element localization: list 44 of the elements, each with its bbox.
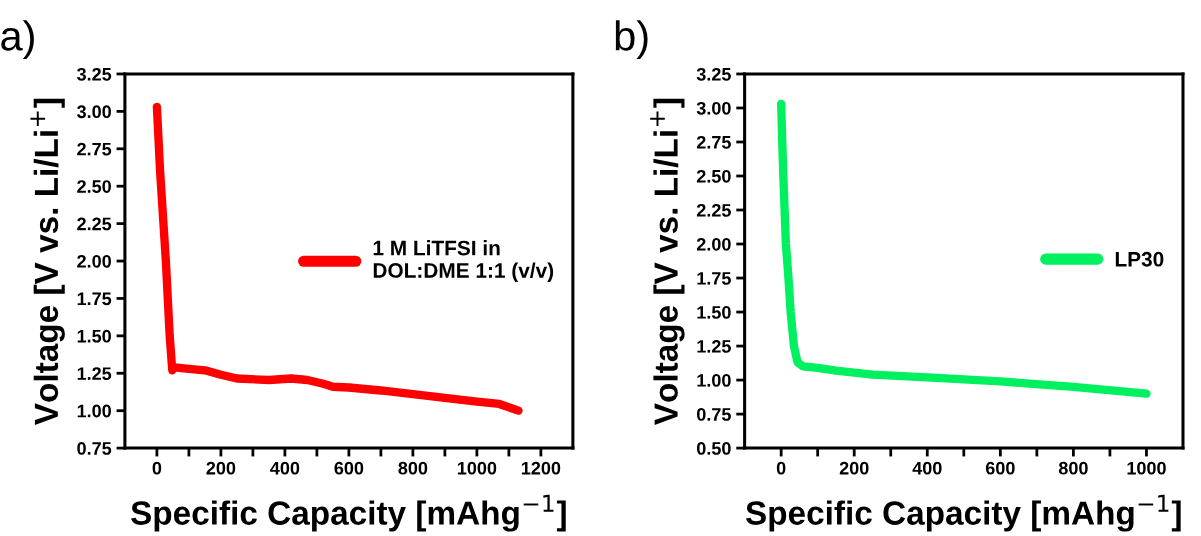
x-tick-label: 200 [839,461,869,475]
x-tick-label: 200 [206,461,236,475]
legend-label: 1 M LiTFSI in DOL:DME 1:1 (v/v) [373,240,554,282]
y-tick-label: 0.75 [697,408,731,421]
y-tick-label: 2.75 [696,135,731,149]
y-tick-label: 1.75 [77,292,112,306]
chart-title: b) [615,20,648,59]
x-tick-label: 800 [398,461,428,475]
y-tick-label: 3.25 [76,67,112,81]
y-tick-label: 2.25 [696,203,731,217]
y-axis-title: Voltage [V vs. Li/Li$^{+}$] [30,98,65,425]
y-tick-label: 2.75 [77,142,112,156]
x-tick-label: 1000 [457,461,497,475]
y-tick-label: 0.50 [697,442,731,455]
x-tick-label: 600 [334,461,364,475]
x-tick-label: 1200 [521,461,561,475]
x-tick-label: 1000 [1127,461,1166,475]
y-tick-label: 2.50 [696,169,731,183]
y-tick-label: 1.50 [77,329,111,343]
x-tick-label: 0 [776,461,786,475]
x-tick-label: 800 [1058,461,1088,475]
y-tick-label: 3.00 [696,101,731,115]
y-tick-label: 0.75 [77,442,112,455]
y-tick-label: 3.25 [696,67,731,81]
x-tick-label: 400 [270,461,300,475]
y-tick-label: 1.25 [697,340,731,353]
y-tick-label: 2.25 [77,217,112,231]
y-tick-label: 3.00 [76,105,111,119]
x-tick-label: 600 [985,461,1015,475]
x-tick-label: 400 [912,461,942,475]
y-tick-label: 2.00 [696,237,731,251]
y-tick-label: 1.25 [77,367,112,380]
y-tick-label: 2.00 [77,254,111,268]
y-axis-title: Voltage [V vs. Li/Li$^{+}$] [650,98,685,425]
x-axis-title: Specific Capacity [mAhg$^{−1}$] [131,494,566,532]
y-tick-label: 1.00 [697,374,731,387]
y-tick-label: 1.00 [77,404,111,418]
x-axis-title: Specific Capacity [mAhg$^{−1}$] [745,494,1181,532]
y-tick-label: 1.50 [697,305,731,319]
chart-title: a) [1,20,34,59]
y-tick-label: 2.50 [77,180,111,193]
x-tick-label: 0 [152,461,162,475]
legend-label: LP30 [1115,251,1164,267]
y-tick-label: 1.75 [697,272,731,285]
